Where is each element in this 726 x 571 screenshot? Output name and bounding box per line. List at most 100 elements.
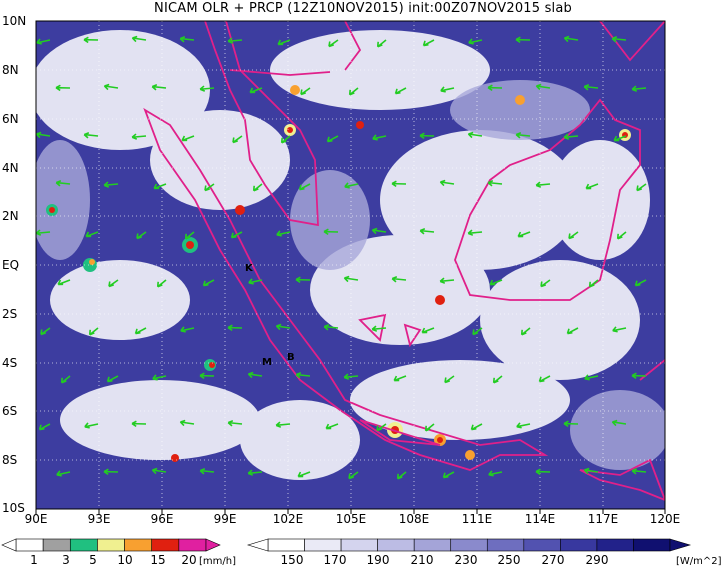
wind-arrow xyxy=(40,327,51,336)
olr-legend-tick: 270 xyxy=(541,553,565,567)
wind-arrow xyxy=(295,276,311,284)
legend-swatch xyxy=(69,538,98,552)
wind-arrow xyxy=(230,231,243,239)
wind-arrow xyxy=(179,419,195,427)
wind-arrow xyxy=(184,231,195,240)
olr-legend-tick: 290 xyxy=(585,553,609,567)
wind-arrow xyxy=(57,279,71,286)
wind-arrow xyxy=(55,84,71,92)
legend-swatch xyxy=(413,538,452,552)
wind-arrow xyxy=(131,133,147,140)
wind-arrow xyxy=(588,279,599,288)
wind-arrow xyxy=(151,467,167,475)
wind-arrow xyxy=(419,132,435,140)
wind-arrow xyxy=(85,231,99,238)
wind-arrow xyxy=(55,180,71,187)
wind-arrow xyxy=(470,423,483,431)
wind-vectors xyxy=(36,35,647,480)
wind-arrow xyxy=(343,275,359,283)
wind-arrow xyxy=(348,471,359,480)
olr-legend-tick: 150 xyxy=(280,553,304,567)
city-marker-b: B xyxy=(287,352,295,363)
wind-arrow xyxy=(179,36,195,43)
wind-arrow xyxy=(295,372,311,379)
wind-arrow xyxy=(249,87,263,94)
legend-arrow-left xyxy=(1,538,17,552)
cloud-areas xyxy=(36,30,650,480)
wind-arrow xyxy=(106,375,119,383)
precip-legend-unit: [mm/h] xyxy=(199,556,236,567)
city-marker-m: M xyxy=(262,357,272,368)
wind-arrow xyxy=(277,39,291,46)
wind-arrow xyxy=(613,135,627,142)
wind-arrow xyxy=(343,373,359,380)
wind-arrow xyxy=(181,135,195,142)
lon-label: 117E xyxy=(587,512,619,526)
lat-label: EQ xyxy=(2,258,20,272)
wind-arrow xyxy=(38,423,51,431)
wind-arrow xyxy=(108,279,119,288)
wind-arrow xyxy=(583,467,599,475)
wind-arrow xyxy=(204,183,215,192)
wind-arrow xyxy=(298,183,311,191)
legend-swatch xyxy=(97,538,125,552)
wind-arrow xyxy=(131,420,147,428)
wind-arrow xyxy=(248,278,263,285)
lat-label: 8S xyxy=(2,453,18,467)
lat-label: 6S xyxy=(2,404,18,418)
lon-label: 96E xyxy=(150,512,174,526)
lat-label: 6N xyxy=(2,112,19,126)
precip-legend xyxy=(1,538,221,552)
wind-arrow xyxy=(344,182,359,189)
olr-legend-unit: [W/m^2] xyxy=(676,556,722,567)
wind-arrow xyxy=(276,230,291,237)
wind-arrow xyxy=(103,83,119,91)
wind-arrow xyxy=(36,131,51,139)
lon-label: 102E xyxy=(272,512,304,526)
cloud-medium xyxy=(36,80,665,470)
wind-arrow xyxy=(568,231,579,240)
legend-swatch xyxy=(42,538,71,552)
wind-arrow xyxy=(636,183,647,192)
lon-label: 114E xyxy=(524,512,556,526)
wind-arrow xyxy=(297,471,311,478)
legend-swatch xyxy=(523,538,561,552)
wind-arrow xyxy=(247,469,263,476)
legend-swatch xyxy=(596,538,634,552)
wind-arrow xyxy=(488,470,503,477)
wind-arrow xyxy=(467,131,483,139)
wind-arrow xyxy=(520,327,531,336)
wind-arrow xyxy=(232,135,243,144)
lat-label: 8N xyxy=(2,63,19,77)
wind-arrow xyxy=(153,183,167,190)
wind-arrow xyxy=(612,326,627,333)
wind-arrow xyxy=(199,372,215,380)
wind-arrow xyxy=(487,84,503,92)
legend-arrow-right xyxy=(205,538,221,552)
lon-label: 105E xyxy=(335,512,367,526)
wind-arrow xyxy=(88,327,99,336)
wind-arrow xyxy=(585,183,599,190)
wind-arrow xyxy=(489,279,503,286)
wind-arrow xyxy=(328,39,339,48)
olr-legend-tick: 190 xyxy=(366,553,390,567)
wind-arrow xyxy=(275,421,291,428)
wind-arrow xyxy=(156,279,167,288)
wind-arrow xyxy=(583,84,599,91)
lat-label: 10S xyxy=(2,501,25,515)
legend-swatch xyxy=(15,538,44,552)
wind-arrow xyxy=(131,35,147,43)
wind-arrow xyxy=(391,276,407,283)
wind-arrow xyxy=(180,326,195,333)
legend-swatch xyxy=(633,538,671,552)
wind-arrow xyxy=(300,87,311,96)
wind-arrow xyxy=(421,327,435,334)
grid-lines xyxy=(36,21,665,509)
precip-legend-tick: 1 xyxy=(30,553,38,567)
wind-arrow xyxy=(439,179,455,187)
lon-label: 90E xyxy=(24,512,48,526)
wind-arrow xyxy=(247,371,263,379)
wind-arrow xyxy=(467,229,483,236)
lon-label: 120E xyxy=(649,512,681,526)
wind-arrow xyxy=(535,181,551,188)
